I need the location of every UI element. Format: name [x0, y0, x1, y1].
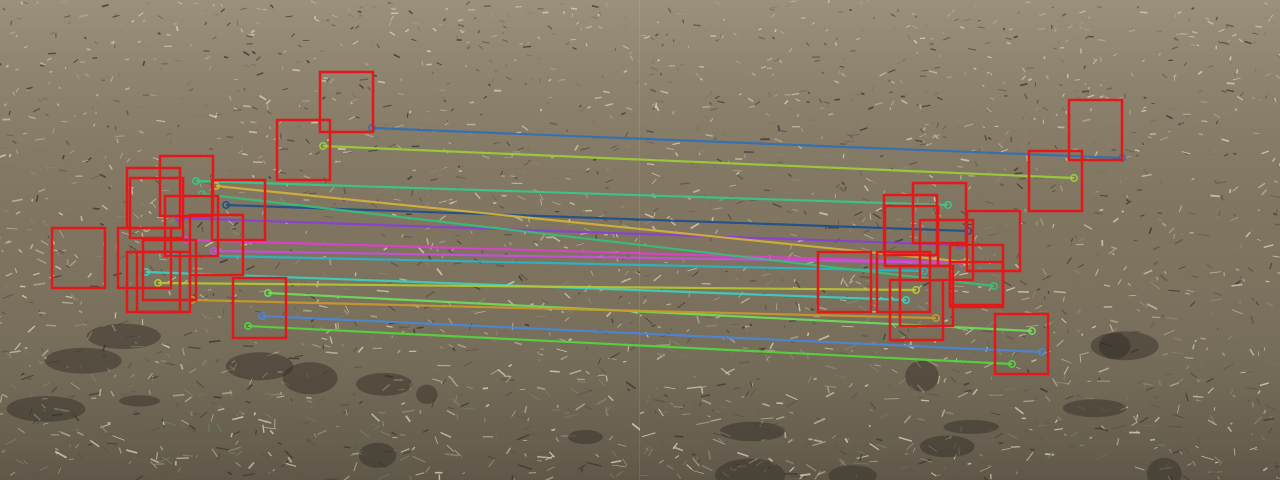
keypoint-box: [163, 194, 220, 258]
match-line: [157, 281, 917, 292]
keypoint-box: [116, 226, 173, 290]
keypoint-right: [1008, 360, 1016, 368]
match-line: [185, 238, 939, 264]
keypoint-box: [918, 218, 975, 282]
match-line: [213, 249, 963, 265]
match-line: [170, 253, 925, 273]
keypoint-left: [264, 289, 272, 297]
match-line: [195, 179, 949, 207]
match-line: [191, 298, 937, 320]
keypoint-box: [275, 118, 332, 182]
keypoint-box: [210, 178, 267, 242]
match-line: [201, 192, 995, 288]
keypoint-box: [948, 243, 1005, 307]
image-divider: [639, 0, 640, 480]
keypoint-box: [965, 209, 1022, 273]
match-line: [261, 314, 1043, 354]
keypoint-box: [318, 70, 375, 134]
keypoint-box: [993, 312, 1050, 376]
keypoint-right: [1038, 348, 1046, 356]
keypoint-box: [948, 260, 1005, 309]
keypoint-box: [888, 278, 945, 342]
keypoint-left: [154, 279, 162, 287]
keypoint-right: [990, 282, 998, 290]
match-line: [225, 203, 969, 233]
right-grass-texture: [640, 0, 1280, 480]
keypoint-box: [231, 276, 288, 340]
keypoint-box: [50, 226, 107, 290]
keypoint-right: [944, 201, 952, 209]
keypoint-right: [1028, 327, 1036, 335]
match-line: [178, 216, 961, 247]
match-line: [215, 184, 967, 264]
keypoint-left: [222, 201, 230, 209]
keypoint-left: [244, 322, 252, 330]
left-grass-texture: [0, 0, 640, 480]
keypoint-box: [135, 250, 192, 314]
keypoint-right: [932, 314, 940, 322]
keypoint-box: [816, 250, 873, 314]
keypoint-right: [1070, 174, 1078, 182]
keypoint-box: [1067, 98, 1124, 162]
match-boxes: [50, 70, 1124, 376]
keypoint-box: [158, 154, 215, 218]
keypoint-right: [912, 286, 920, 294]
keypoint-box: [141, 238, 198, 302]
match-line: [247, 324, 1013, 366]
match-line: [371, 126, 1123, 160]
keypoint-left: [192, 177, 200, 185]
keypoint-left: [319, 142, 327, 150]
keypoint-box: [128, 176, 185, 240]
keypoint-box: [188, 213, 245, 277]
match-line: [322, 144, 1075, 180]
keypoint-left: [258, 312, 266, 320]
keypoint-box: [875, 250, 932, 314]
keypoint-box: [898, 264, 955, 328]
keypoint-box: [1027, 149, 1084, 213]
keypoint-right: [902, 296, 910, 304]
